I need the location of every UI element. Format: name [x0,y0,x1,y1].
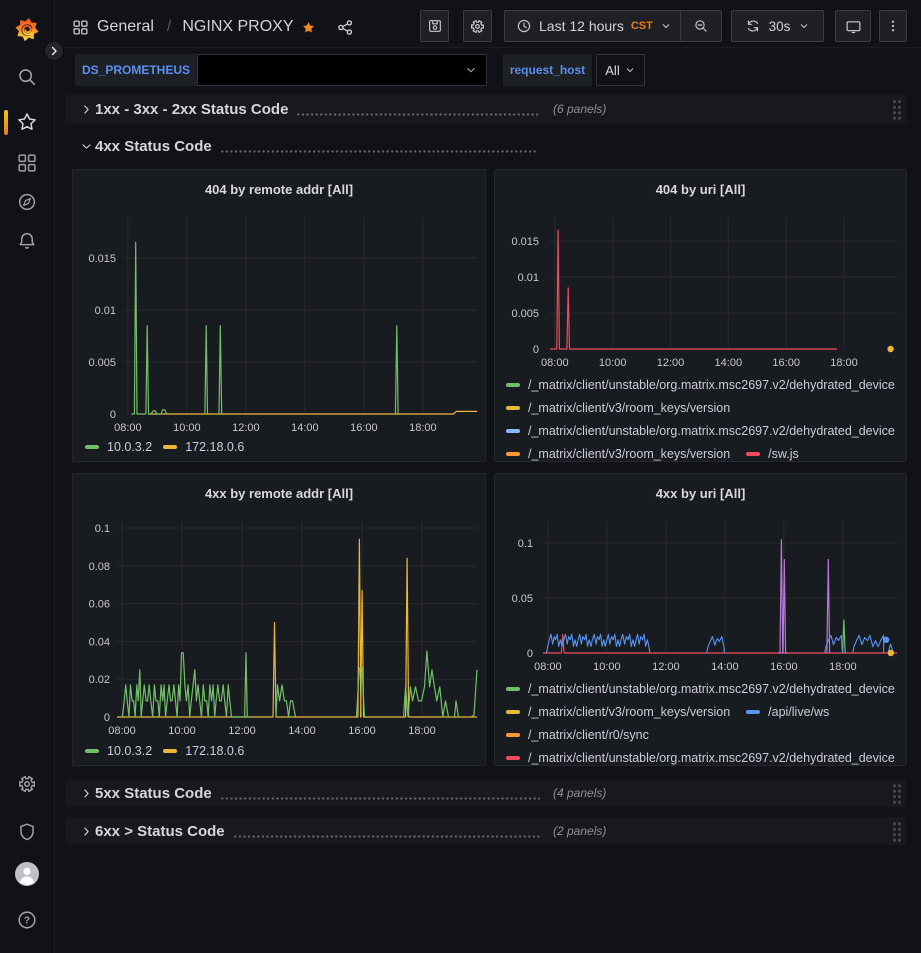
svg-text:18:00: 18:00 [829,661,857,673]
svg-text:08:00: 08:00 [108,725,136,737]
svg-text:0.06: 0.06 [89,599,110,611]
svg-text:0: 0 [533,344,539,356]
svg-text:0.005: 0.005 [511,308,539,320]
svg-text:12:00: 12:00 [228,725,256,737]
svg-text:08:00: 08:00 [541,357,569,369]
svg-text:0: 0 [104,712,110,724]
svg-text:0.1: 0.1 [518,538,533,550]
svg-text:0.04: 0.04 [89,636,110,648]
svg-text:16:00: 16:00 [348,725,376,737]
svg-text:08:00: 08:00 [534,661,562,673]
svg-text:0.05: 0.05 [512,593,533,605]
svg-text:10:00: 10:00 [173,422,201,434]
svg-text:0: 0 [110,409,116,421]
svg-text:0.01: 0.01 [95,305,116,317]
svg-text:12:00: 12:00 [657,357,685,369]
svg-text:18:00: 18:00 [409,422,437,434]
svg-text:?: ? [24,916,30,927]
svg-text:0.005: 0.005 [88,357,116,369]
svg-text:14:00: 14:00 [711,661,739,673]
svg-text:14:00: 14:00 [715,357,743,369]
svg-text:12:00: 12:00 [652,661,680,673]
svg-text:0.015: 0.015 [88,253,116,265]
svg-text:16:00: 16:00 [350,422,378,434]
svg-text:16:00: 16:00 [770,661,798,673]
svg-text:10:00: 10:00 [593,661,621,673]
svg-text:08:00: 08:00 [114,422,142,434]
svg-text:12:00: 12:00 [232,422,260,434]
svg-text:10:00: 10:00 [168,725,196,737]
svg-text:10:00: 10:00 [599,357,627,369]
svg-text:0.1: 0.1 [95,523,110,535]
svg-text:14:00: 14:00 [288,725,316,737]
svg-text:0.08: 0.08 [89,561,110,573]
svg-text:0.01: 0.01 [518,272,539,284]
svg-text:14:00: 14:00 [291,422,319,434]
svg-text:18:00: 18:00 [830,357,858,369]
svg-text:18:00: 18:00 [408,725,436,737]
svg-text:0.015: 0.015 [511,236,539,248]
svg-text:16:00: 16:00 [772,357,800,369]
svg-text:0.02: 0.02 [89,674,110,686]
svg-text:0: 0 [527,648,533,660]
